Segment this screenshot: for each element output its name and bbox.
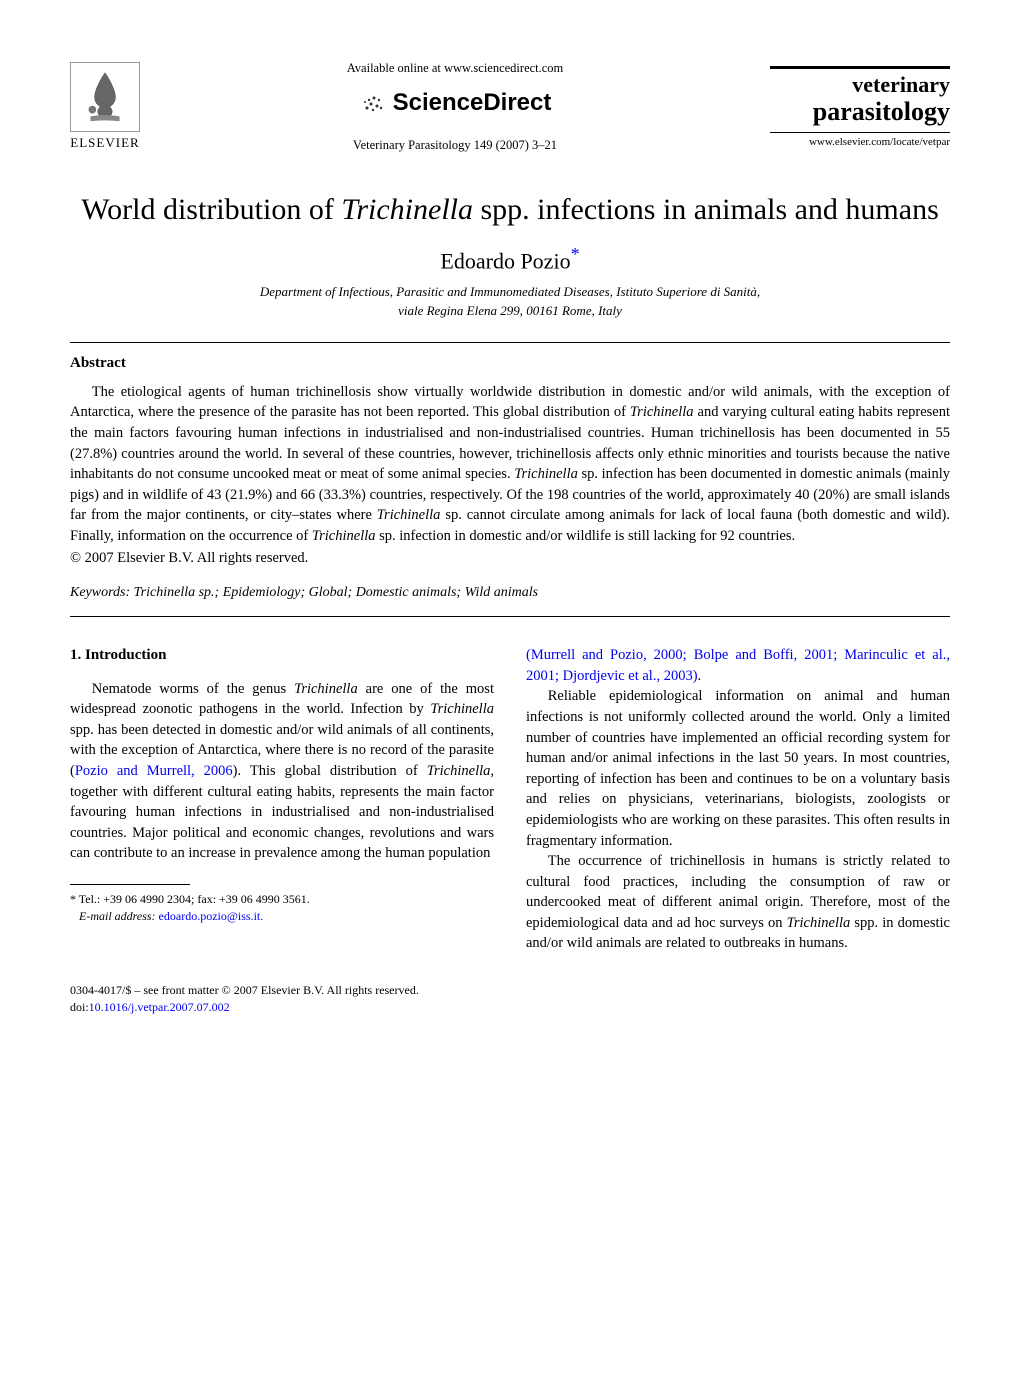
p1i3: Trichinella bbox=[427, 763, 491, 779]
author-name: Edoardo Pozio* bbox=[70, 242, 950, 277]
footnote-email-line: E-mail address: edoardo.pozio@iss.it. bbox=[70, 908, 494, 925]
email-link[interactable]: edoardo.pozio@iss.it. bbox=[159, 909, 264, 923]
left-column: 1. Introduction Nematode worms of the ge… bbox=[70, 645, 494, 954]
affil-line2: viale Regina Elena 299, 00161 Rome, Ital… bbox=[398, 303, 622, 318]
abstract-body: The etiological agents of human trichine… bbox=[70, 382, 950, 547]
abs-i2: Trichinella bbox=[514, 466, 578, 482]
p1a: Nematode worms of the genus bbox=[92, 681, 294, 697]
p1i2: Trichinella bbox=[430, 701, 494, 717]
journal-name-line1: veterinary bbox=[770, 73, 950, 97]
article-title: World distribution of Trichinella spp. i… bbox=[70, 191, 950, 229]
abs-t5: sp. infection in domestic and/or wildlif… bbox=[376, 528, 796, 544]
p1i1: Trichinella bbox=[294, 681, 358, 697]
sciencedirect-text: ScienceDirect bbox=[393, 86, 552, 120]
email-label: E-mail address: bbox=[79, 909, 156, 923]
publisher-logo: ELSEVIER bbox=[70, 62, 140, 152]
journal-title-block: veterinary parasitology www.elsevier.com… bbox=[770, 66, 950, 148]
available-online-text: Available online at www.sciencedirect.co… bbox=[140, 60, 770, 78]
keywords-italic: Trichinella bbox=[134, 585, 195, 600]
corresp-footnote: * Tel.: +39 06 4990 2304; fax: +39 06 49… bbox=[70, 891, 494, 925]
title-post: spp. infections in animals and humans bbox=[473, 193, 939, 226]
front-matter-line: 0304-4017/$ – see front matter © 2007 El… bbox=[70, 982, 950, 999]
ref-murrell-pozio-2000-etc[interactable]: (Murrell and Pozio, 2000; Bolpe and Boff… bbox=[526, 647, 950, 684]
author-corresp-link[interactable]: * bbox=[571, 244, 580, 264]
ref-pozio-murrell-2006[interactable]: Pozio and Murrell, 2006 bbox=[75, 763, 233, 779]
p1d: ). This global distribution of bbox=[233, 763, 427, 779]
abs-i4: Trichinella bbox=[312, 528, 376, 544]
intro-p1: Nematode worms of the genus Trichinella … bbox=[70, 679, 494, 864]
intro-p3: The occurrence of trichinellosis in huma… bbox=[526, 851, 950, 954]
abs-i3: Trichinella bbox=[377, 507, 441, 523]
right-column: (Murrell and Pozio, 2000; Bolpe and Boff… bbox=[526, 645, 950, 954]
title-pre: World distribution of bbox=[81, 193, 341, 226]
header-center: Available online at www.sciencedirect.co… bbox=[140, 60, 770, 155]
doi-prefix: doi: bbox=[70, 1000, 89, 1014]
body-columns: 1. Introduction Nematode worms of the ge… bbox=[70, 645, 950, 954]
page-footer: 0304-4017/$ – see front matter © 2007 El… bbox=[70, 982, 950, 1016]
publisher-name: ELSEVIER bbox=[70, 134, 139, 152]
keywords-rest: sp.; Epidemiology; Global; Domestic anim… bbox=[195, 585, 538, 600]
elsevier-tree-icon bbox=[70, 62, 140, 132]
journal-citation: Veterinary Parasitology 149 (2007) 3–21 bbox=[140, 137, 770, 155]
abstract-heading: Abstract bbox=[70, 353, 950, 374]
sciencedirect-swirl-icon bbox=[359, 88, 387, 116]
abs-i1: Trichinella bbox=[630, 404, 694, 420]
keywords-label: Keywords: bbox=[70, 585, 130, 600]
p3i1: Trichinella bbox=[787, 915, 851, 931]
keywords: Keywords: Trichinella sp.; Epidemiology;… bbox=[70, 583, 950, 603]
sciencedirect-logo: ScienceDirect bbox=[359, 86, 552, 120]
tree-icon bbox=[71, 63, 139, 131]
journal-rule-top bbox=[770, 66, 950, 69]
affiliation: Department of Infectious, Parasitic and … bbox=[70, 283, 950, 319]
author-text: Edoardo Pozio bbox=[440, 249, 570, 274]
title-block: World distribution of Trichinella spp. i… bbox=[70, 191, 950, 320]
rule-before-abstract bbox=[70, 342, 950, 343]
journal-name-line2: parasitology bbox=[770, 98, 950, 127]
intro-p2: Reliable epidemiological information on … bbox=[526, 686, 950, 851]
journal-header: ELSEVIER Available online at www.science… bbox=[70, 60, 950, 155]
footnote-rule bbox=[70, 884, 190, 885]
doi-link[interactable]: 10.1016/j.vetpar.2007.07.002 bbox=[89, 1000, 230, 1014]
p1f: . bbox=[698, 668, 702, 684]
affil-line1: Department of Infectious, Parasitic and … bbox=[260, 284, 760, 299]
section-heading: 1. Introduction bbox=[70, 645, 494, 666]
journal-url: www.elsevier.com/locate/vetpar bbox=[770, 132, 950, 148]
doi-line: doi:10.1016/j.vetpar.2007.07.002 bbox=[70, 999, 950, 1016]
footnote-tel: * Tel.: +39 06 4990 2304; fax: +39 06 49… bbox=[70, 891, 494, 908]
rule-after-keywords bbox=[70, 616, 950, 617]
intro-p1-cont: (Murrell and Pozio, 2000; Bolpe and Boff… bbox=[526, 645, 950, 686]
abstract-copyright: © 2007 Elsevier B.V. All rights reserved… bbox=[70, 548, 950, 568]
title-italic: Trichinella bbox=[341, 193, 473, 226]
abstract-section: Abstract The etiological agents of human… bbox=[70, 353, 950, 603]
